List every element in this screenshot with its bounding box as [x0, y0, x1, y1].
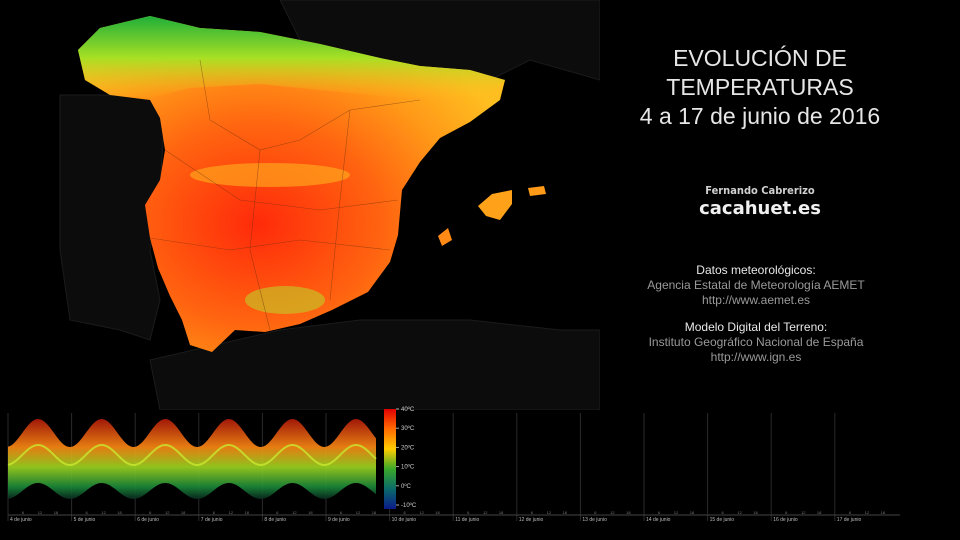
credit-source: Instituto Geográfico Nacional de España — [648, 335, 864, 349]
hour-tick-label: 12 — [292, 510, 297, 515]
hour-tick-label: 18 — [881, 510, 886, 515]
hour-tick-label: 12 — [356, 510, 361, 515]
scale-tick-label: 10ºC — [401, 464, 415, 471]
scale-tick-label: 20ºC — [401, 444, 415, 451]
menorca — [528, 186, 546, 196]
hour-tick-label: 12 — [101, 510, 106, 515]
hour-tick-label: 18 — [753, 510, 758, 515]
hour-tick-label: 6 — [658, 510, 661, 515]
day-label: 8 de junio — [264, 517, 286, 523]
temperature-timeline: 40ºC 30ºC 20ºC 10ºC 0ºC -10ºC 4 de junio 6 12 18… — [7, 406, 900, 523]
credit-source: Agencia Estatal de Meteorología AEMET — [647, 278, 865, 292]
credit-heading: Datos meteorológicos: — [696, 263, 816, 277]
hour-tick-label: 6 — [213, 510, 216, 515]
day-label: 16 de junio — [773, 517, 798, 523]
north-coast-cool — [78, 16, 505, 100]
hour-tick-label: 12 — [801, 510, 806, 515]
day-label: 5 de junio — [74, 517, 96, 523]
day-label: 13 de junio — [582, 517, 607, 523]
hour-tick-label: 18 — [117, 510, 122, 515]
hour-tick-label: 6 — [22, 510, 25, 515]
day-axis: 4 de junio 6 12 18 5 de junio 6 12 18 6 de junio… — [10, 510, 886, 523]
hour-tick-label: 18 — [690, 510, 695, 515]
title-line-2: TEMPERATURAS — [666, 74, 854, 100]
hour-tick-label: 18 — [181, 510, 186, 515]
hour-tick-label: 6 — [86, 510, 89, 515]
hour-tick-label: 6 — [404, 510, 407, 515]
author-name: Fernando Cabrerizo — [705, 184, 815, 197]
hour-tick-label: 18 — [499, 510, 504, 515]
day-label: 14 de junio — [646, 517, 671, 523]
hour-tick-label: 18 — [817, 510, 822, 515]
timeline-grid — [7, 413, 900, 521]
day-label: 12 de junio — [519, 517, 544, 523]
hour-tick-label: 12 — [674, 510, 679, 515]
hour-tick-label: 18 — [245, 510, 250, 515]
day-label: 11 de junio — [455, 517, 479, 523]
author-site: cacahuet.es — [699, 198, 821, 219]
temperature-map — [59, 0, 600, 410]
mallorca — [478, 190, 512, 220]
hour-tick-label: 12 — [165, 510, 170, 515]
title-line-3: 4 a 17 de junio de 2016 — [639, 103, 881, 129]
credit-url: http://www.ign.es — [710, 350, 802, 364]
hour-tick-label: 18 — [372, 510, 377, 515]
hour-tick-label: 6 — [849, 510, 852, 515]
hour-tick-label: 12 — [229, 510, 234, 515]
title-line-1: EVOLUCIÓN DE — [673, 45, 847, 71]
color-scale-ticks: 40ºC 30ºC 20ºC 10ºC 0ºC -10ºC — [396, 406, 417, 509]
hour-tick-label: 18 — [54, 510, 59, 515]
day-label: 7 de junio — [201, 517, 223, 523]
day-label: 4 de junio — [10, 517, 32, 523]
hour-tick-label: 18 — [626, 510, 631, 515]
hour-tick-label: 18 — [563, 510, 568, 515]
province-borders — [149, 59, 421, 331]
hour-tick-label: 12 — [38, 510, 43, 515]
hour-tick-label: 12 — [483, 510, 488, 515]
credit-heading: Modelo Digital del Terreno: — [684, 320, 828, 334]
scale-tick-label: 30ºC — [401, 425, 415, 432]
hour-tick-label: 6 — [785, 510, 788, 515]
credit-block-weather: Datos meteorológicos: Agencia Estatal de… — [620, 263, 892, 308]
hour-tick-label: 6 — [276, 510, 279, 515]
hour-tick-label: 6 — [594, 510, 597, 515]
day-label: 9 de junio — [328, 517, 350, 523]
day-label: 15 de junio — [710, 517, 735, 523]
color-scale-bar — [384, 409, 396, 509]
day-label: 10 de junio — [392, 517, 417, 523]
scale-tick-label: -10ºC — [401, 502, 417, 509]
scale-tick-label: 40ºC — [401, 406, 415, 413]
hour-tick-label: 18 — [435, 510, 440, 515]
temperature-band — [8, 419, 376, 499]
hour-tick-label: 6 — [722, 510, 725, 515]
hour-tick-label: 12 — [419, 510, 424, 515]
temperature-band-core — [7, 443, 377, 467]
neighbour-land — [59, 0, 600, 410]
scale-tick-label: 0ºC — [401, 483, 412, 490]
day-label: 17 de junio — [837, 517, 862, 523]
hour-tick-label: 12 — [737, 510, 742, 515]
ibiza — [438, 228, 452, 246]
hour-tick-label: 12 — [547, 510, 552, 515]
hour-tick-label: 12 — [865, 510, 870, 515]
hour-tick-label: 6 — [340, 510, 343, 515]
hour-tick-label: 18 — [308, 510, 313, 515]
southern-mountains — [245, 286, 325, 314]
hour-tick-label: 6 — [531, 510, 534, 515]
central-mountains — [190, 163, 350, 187]
hour-tick-label: 12 — [610, 510, 615, 515]
credit-block-terrain: Modelo Digital del Terreno: Instituto Ge… — [620, 320, 892, 365]
hour-tick-label: 6 — [149, 510, 152, 515]
day-label: 6 de junio — [137, 517, 159, 523]
hour-tick-label: 6 — [467, 510, 470, 515]
credit-url: http://www.aemet.es — [701, 293, 811, 307]
